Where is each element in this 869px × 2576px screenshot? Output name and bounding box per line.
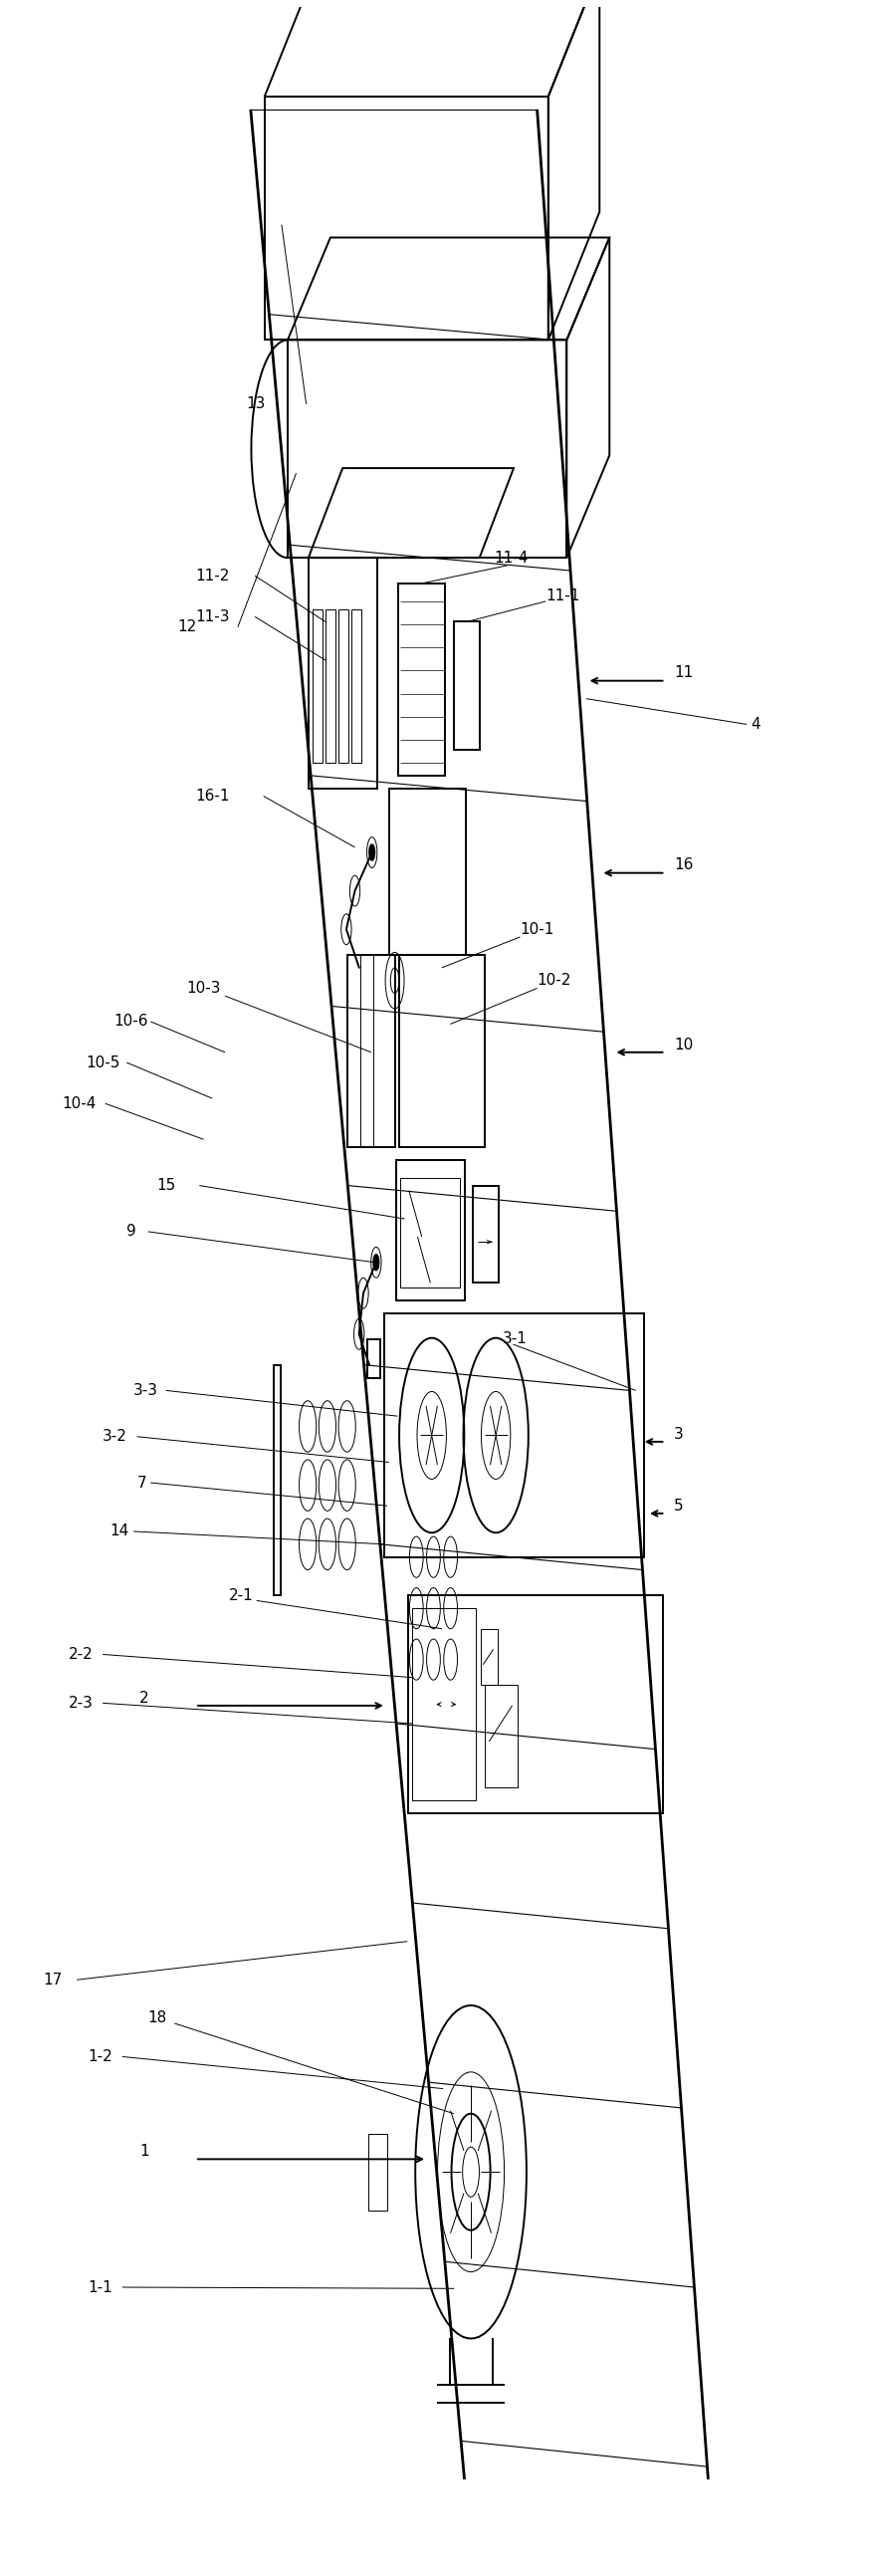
Text: 3-2: 3-2 [103,1430,128,1445]
Text: 11-4: 11-4 [494,551,528,564]
Bar [408,1595,663,1814]
Text: 16: 16 [674,858,693,873]
Bar [481,1628,498,1685]
Text: 11-2: 11-2 [195,569,229,582]
Text: 10: 10 [674,1038,693,1051]
Text: 2: 2 [139,1690,149,1705]
Circle shape [374,1255,379,1270]
Text: 2-1: 2-1 [229,1587,254,1602]
Bar [454,621,480,750]
Bar [326,608,335,762]
Bar [399,956,485,1146]
Bar [368,1340,381,1378]
Text: 2-2: 2-2 [69,1646,93,1662]
Text: 2-3: 2-3 [69,1695,93,1710]
Text: 1: 1 [139,2143,149,2159]
Bar [264,95,548,340]
Bar [288,340,567,559]
Text: 10-2: 10-2 [537,974,571,989]
Text: 16-1: 16-1 [195,788,229,804]
Text: 17: 17 [43,1973,62,1986]
Bar [389,788,466,956]
Text: 12: 12 [178,618,197,634]
Text: 7: 7 [137,1476,147,1489]
Text: 4: 4 [751,716,760,732]
Text: 11-1: 11-1 [546,590,580,603]
Text: 5: 5 [674,1499,684,1512]
Circle shape [369,845,375,860]
Text: 11: 11 [674,665,693,680]
Text: 9: 9 [127,1224,136,1239]
Bar [385,1314,645,1556]
Text: 1-2: 1-2 [88,2048,113,2063]
Bar [313,608,323,762]
Text: 1-1: 1-1 [88,2280,113,2295]
Bar [398,582,445,775]
Bar [308,559,377,788]
Bar [368,2133,387,2210]
Bar [348,956,395,1146]
Text: 10-4: 10-4 [63,1095,96,1110]
Text: 11-3: 11-3 [195,611,229,623]
Text: 10-6: 10-6 [114,1015,148,1028]
Text: 10-5: 10-5 [85,1056,120,1069]
Bar [351,608,362,762]
Bar [473,1185,499,1283]
Text: 14: 14 [109,1525,129,1538]
Text: 10-3: 10-3 [187,981,221,997]
Bar [396,1159,465,1301]
Text: 3-3: 3-3 [134,1383,158,1399]
Bar [338,608,348,762]
Text: 13: 13 [247,397,266,412]
Bar [401,1177,461,1288]
Text: 3: 3 [674,1427,684,1443]
Bar [412,1607,476,1801]
Text: 18: 18 [148,2012,167,2025]
Bar [485,1685,517,1788]
Text: 15: 15 [156,1177,176,1193]
Text: 10-1: 10-1 [520,922,554,938]
Bar [274,1365,281,1595]
Text: 3-1: 3-1 [503,1332,527,1347]
